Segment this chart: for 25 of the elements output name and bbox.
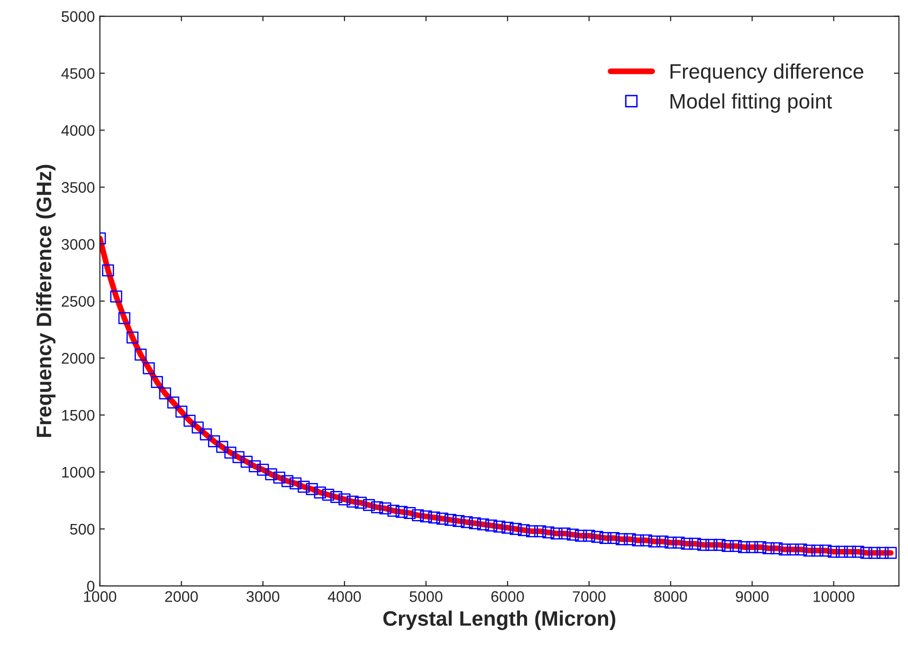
y-axis-title: Frequency Difference (GHz) (36, 164, 56, 437)
x-tick-label: 3000 (246, 591, 280, 602)
legend-label: Model fitting point (670, 93, 832, 113)
x-tick-label: 10000 (814, 591, 854, 602)
y-tick-label: 3000 (62, 238, 94, 250)
y-tick-label: 2500 (62, 296, 94, 307)
y-tick-label: 4500 (61, 68, 94, 79)
y-tick-label: 3500 (62, 182, 94, 193)
x-tick-label: 5000 (410, 591, 442, 602)
x-axis-title: Crystal Length (Micron) (383, 610, 616, 630)
y-tick-label: 5000 (62, 11, 94, 22)
x-tick-label: 7000 (572, 591, 606, 602)
y-tick-label: 500 (70, 524, 94, 535)
x-tick-label: 6000 (491, 591, 524, 602)
x-tick-label: 2000 (165, 591, 198, 602)
legend-label: Frequency difference (670, 64, 864, 83)
y-tick-label: 1500 (62, 410, 94, 421)
x-tick-label: 4000 (328, 591, 361, 602)
x-tick-label: 9000 (736, 591, 769, 602)
y-tick-label: 2000 (62, 352, 94, 364)
y-tick-label: 4000 (61, 125, 94, 136)
x-tick-label: 8000 (654, 591, 688, 602)
y-tick-label: 1000 (62, 466, 94, 478)
x-tick-label: 1000 (84, 591, 116, 602)
y-tick-label: 0 (87, 580, 94, 592)
